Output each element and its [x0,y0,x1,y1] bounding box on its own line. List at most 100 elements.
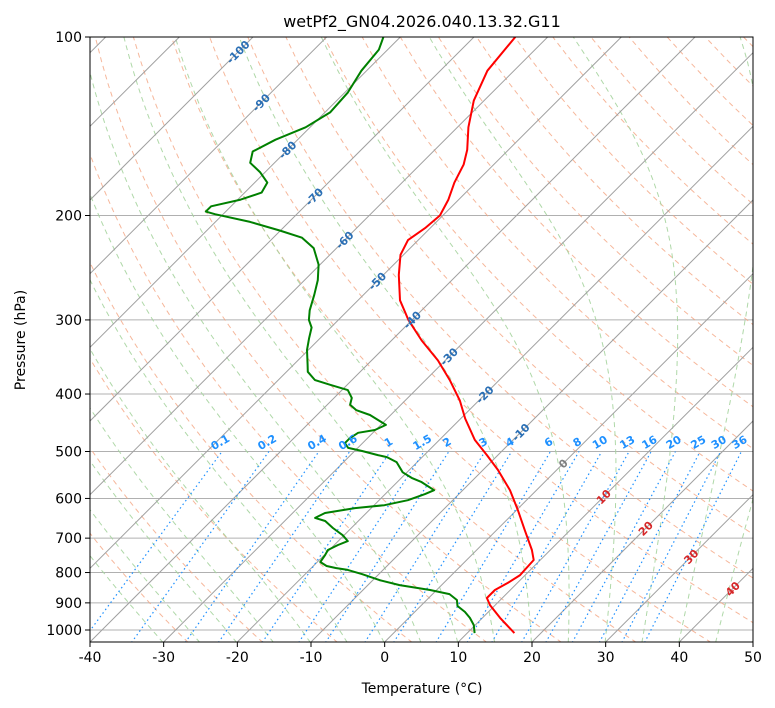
mixing-ratio-line [184,451,320,642]
plot-frame [89,36,754,643]
y-tick-label: 800 [55,566,82,582]
moist-adiabat [90,70,422,642]
mixing-ratio-line [571,451,676,642]
dry-adiabat [94,37,562,642]
dry-adiabat [132,37,637,642]
moist-adiabat [320,37,570,642]
moist-adiabat [572,37,679,642]
isotherm [90,37,622,570]
isotherm [162,51,753,642]
y-tick-label: 100 [55,30,82,46]
isotherm-label: -100 [224,38,253,67]
isotherm [90,37,401,349]
mixing-ratio-label: 25 [689,433,709,452]
x-tick-label: 0 [380,650,389,666]
y-tick-label: 300 [55,313,82,329]
dry-adiabat [666,37,753,127]
moist-adiabat [90,347,311,642]
x-tick-label: 10 [449,650,467,666]
mixing-ratio-line [393,451,513,642]
isotherm [90,37,696,642]
x-tick-label: -40 [79,650,102,666]
mixing-ratio-line [491,451,603,642]
mixing-ratio-label: 1 [382,435,395,450]
temperature-line [397,37,535,634]
mixing-ratio-line [435,451,552,642]
mixing-ratio-label: 0.1 [209,432,232,453]
mixing-ratio-label: 20 [664,433,684,452]
dry-adiabat [361,37,753,450]
x-tick-label: 40 [670,650,688,666]
dry-adiabat [90,152,488,642]
dewpoint-line [204,37,476,634]
mixing-ratio-line [325,451,450,642]
y-axis-label: Pressure (hPa) [13,290,29,390]
mixing-ratio-line [521,451,630,642]
mixing-ratio-line [364,451,486,642]
moist-adiabat [90,508,201,642]
background-lines [90,37,753,642]
y-tick-label: 700 [55,531,82,547]
isotherm-label: 10 [594,487,614,507]
dry-adiabat [437,37,753,367]
mixing-ratio-label: 13 [617,433,637,452]
y-tick-label: 1000 [46,623,82,639]
isotherm [90,37,254,201]
mixing-ratio-line [644,451,742,642]
isotherm [310,199,753,642]
x-tick-label: -20 [226,650,249,666]
isotherm [90,37,475,422]
isotherm-label: -70 [303,185,326,208]
isotherm [752,641,753,642]
dry-adiabat [209,37,753,624]
moist-adiabat [90,554,164,642]
mixing-ratio-line [298,451,425,642]
isotherm-label: -90 [250,91,273,114]
mixing-ratio-label: 16 [640,433,660,452]
y-tick-label: 400 [55,387,82,403]
isotherm [236,125,753,642]
isotherm [531,420,753,642]
dry-adiabat [90,261,413,642]
mixing-ratio-line [466,451,580,642]
y-tick-label: 200 [55,209,82,225]
axes: -40 -30 -20 -10 0 10 20 30 40 5010020030040050060… [46,30,762,666]
mixing-ratio-label: 10 [590,433,610,452]
x-tick-label: -10 [300,650,323,666]
dry-adiabat [514,37,753,285]
dry-adiabat [704,37,753,87]
moist-adiabat [428,37,617,642]
mixing-ratio-line [598,451,701,642]
dry-adiabat [90,357,338,642]
isotherm-label: -80 [276,138,299,161]
y-tick-label: 500 [55,444,82,460]
mixing-ratio-line [131,451,270,642]
x-axis-label: Temperature (°C) [361,681,483,697]
moist-adiabat [715,496,753,642]
isotherm [90,37,328,275]
mixing-ratio-label: 30 [709,433,729,452]
isotherm [457,346,753,642]
chart-title: wetPf2_GN04.2026.040.13.32.G11 [283,12,561,32]
dry-adiabat [590,37,753,205]
x-tick-label: -30 [152,650,175,666]
dry-adiabat [90,532,189,642]
x-tick-label: 30 [597,650,615,666]
line-labels: 0.1 0.2 0.4 0.6 1 1.5 2 3 4 6 8 10 13 16 20 25 30 36-100-… [209,38,750,599]
moist-adiabat [90,407,274,642]
moist-adiabat [123,37,459,642]
dry-adiabat [90,447,264,642]
dry-adiabat [399,37,753,408]
mixing-ratio-line [545,451,652,642]
moist-adiabat [90,192,385,642]
dry-adiabat [743,37,753,48]
moist-adiabat [238,37,532,642]
isotherm [90,37,549,496]
mixing-ratio-label: 2 [441,435,454,450]
isotherm [604,493,753,642]
moist-adiabat [90,278,348,642]
profile-curves [204,37,535,634]
y-tick-label: 600 [55,491,82,507]
